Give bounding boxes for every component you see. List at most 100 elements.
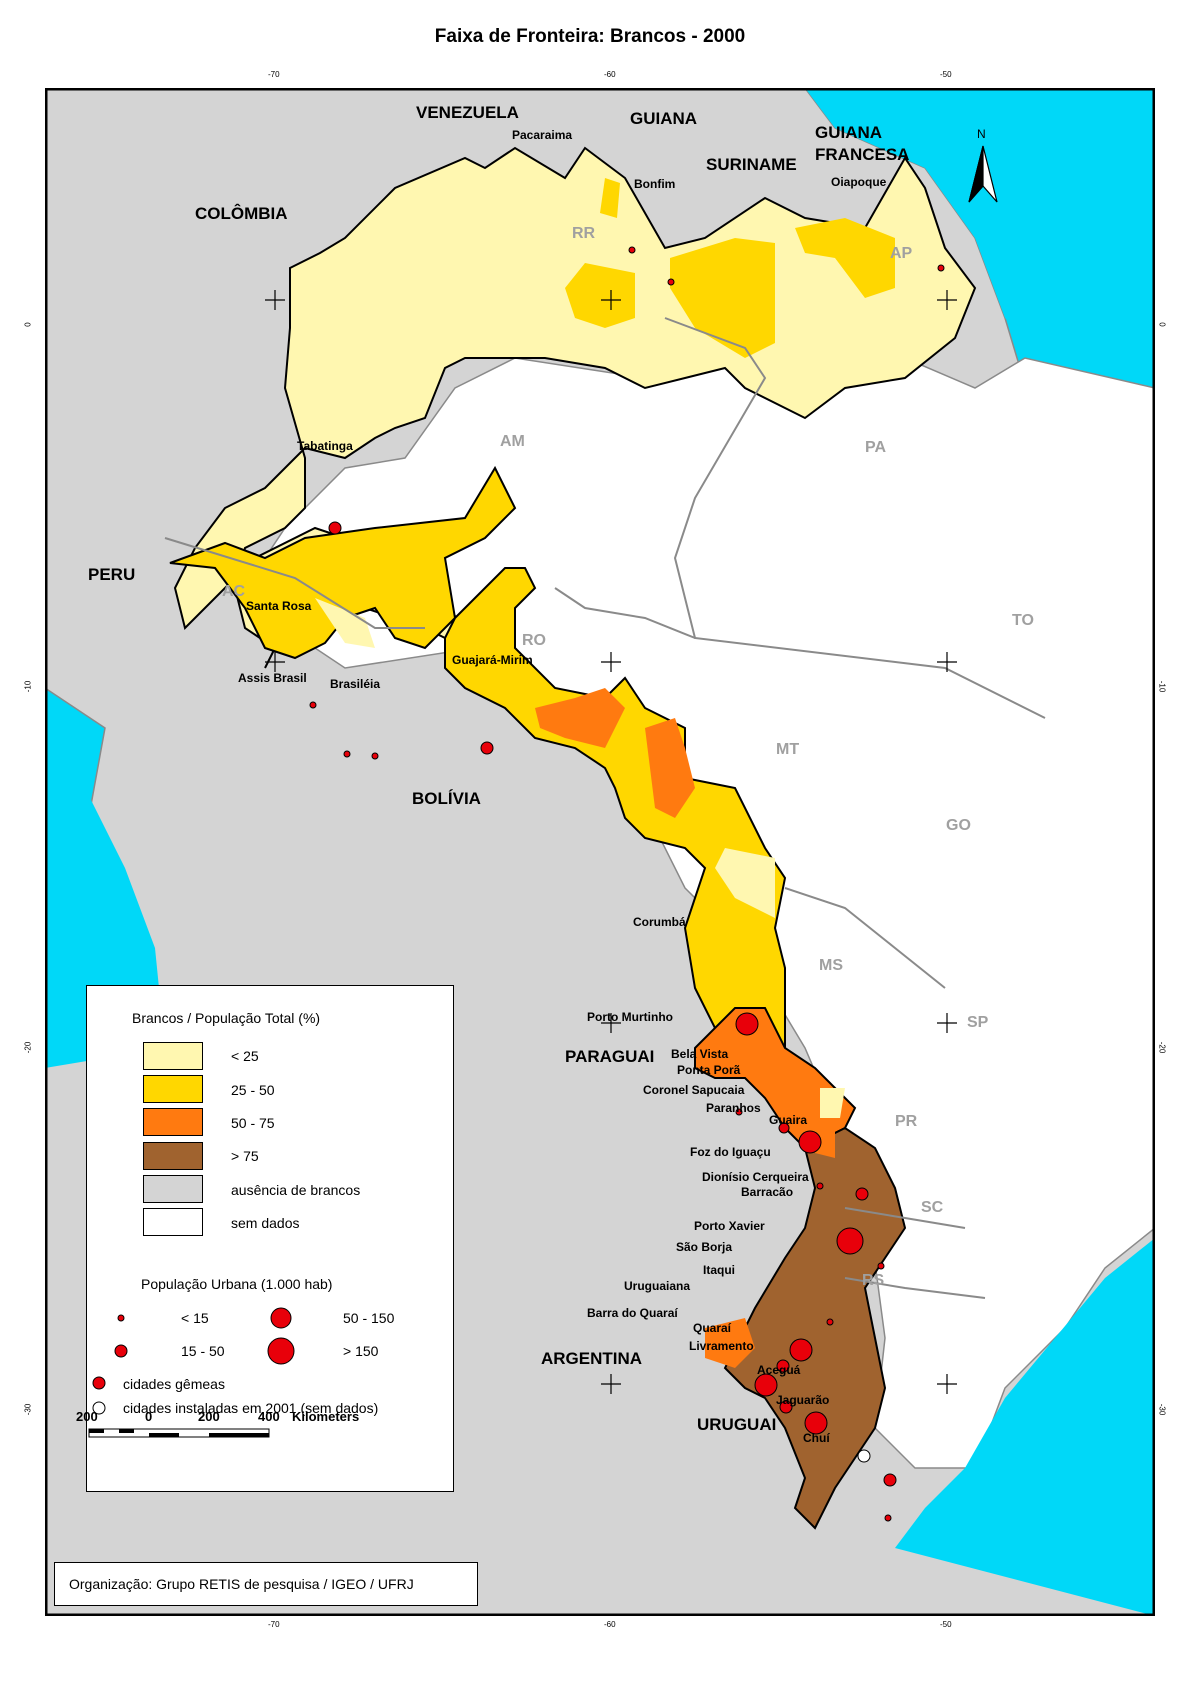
- city-marker-pacaraima: [628, 246, 636, 254]
- legend-symbol-50-150: [270, 1307, 292, 1329]
- city-label-assis-brasil: Assis Brasil: [238, 671, 307, 685]
- city-label-dionisio-cerqueira: Dionísio Cerqueira: [702, 1170, 809, 1184]
- city-label-foz-do-iguacu: Foz do Iguaçu: [690, 1145, 771, 1159]
- legend-label: ausência de brancos: [231, 1182, 361, 1198]
- legend-classes-title: Brancos / População Total (%): [132, 1010, 321, 1026]
- legend-pop-title: População Urbana (1.000 hab): [141, 1276, 333, 1292]
- top-tick-label: -70: [268, 70, 280, 79]
- city-markers: [309, 246, 945, 1522]
- city-label-porto-xavier: Porto Xavier: [694, 1219, 765, 1233]
- city-marker-porto-xavier: [826, 1318, 834, 1326]
- graticule-crosses: [265, 290, 957, 1394]
- state-label-ac: AC: [222, 583, 246, 600]
- boundary-am-pa: [664, 317, 1046, 719]
- strip-lt25-mt: [715, 848, 775, 918]
- legend-symbol-twin: [92, 1376, 106, 1390]
- top-tick-label: -50: [940, 70, 952, 79]
- city-label-bonfim: Bonfim: [634, 177, 676, 191]
- credit-box: Organização: Grupo RETIS de pesquisa / I…: [54, 1562, 478, 1606]
- state-label-pr: PR: [895, 1113, 918, 1130]
- state-boundaries: [164, 317, 1046, 1299]
- city-label-brasileia: Brasiléia: [330, 677, 381, 691]
- legend-label: < 25: [231, 1048, 259, 1064]
- state-label-sc: SC: [921, 1199, 944, 1216]
- city-label-quarai: Quaraí: [693, 1321, 732, 1335]
- legend-swatch-25-50: [143, 1075, 203, 1103]
- bottom-tick-label: -50: [940, 1620, 952, 1629]
- city-label-itaqui: Itaqui: [703, 1263, 735, 1277]
- state-label-rs: RS: [862, 1272, 885, 1289]
- left-tick-label: -20: [23, 1041, 33, 1054]
- city-marker-jaguarao: [883, 1473, 897, 1487]
- boundary-mt-go: [554, 587, 696, 639]
- city-label-porto-murtinho: Porto Murtinho: [587, 1010, 673, 1024]
- strip-50-75-south: [705, 1318, 755, 1368]
- city-marker-chui: [884, 1514, 892, 1522]
- state-label-ro: RO: [522, 632, 546, 649]
- city-marker-santa-rosa: [309, 701, 317, 709]
- top-tick-label: -60: [604, 70, 616, 79]
- country-label-peru: PERU: [88, 565, 136, 584]
- state-label-sp: SP: [967, 1014, 989, 1031]
- city-label-tabatinga: Tabatinga: [297, 439, 353, 453]
- scale-bar: [88, 1428, 270, 1438]
- city-marker-guajara-mirim: [480, 741, 494, 755]
- legend-swatch-no-data: [143, 1208, 203, 1236]
- strip-25-50-ro-mt: [444, 567, 787, 1070]
- scale-unit: Kilometers: [292, 1409, 360, 1424]
- legend-label: 50 - 75: [231, 1115, 275, 1131]
- scale-label: 0: [145, 1409, 153, 1424]
- scale-label: 200: [76, 1409, 98, 1424]
- state-label-ms: MS: [819, 957, 843, 974]
- city-label-uruguaiana: Uruguaiana: [624, 1279, 691, 1293]
- legend-pop-label: 15 - 50: [181, 1343, 225, 1359]
- city-marker-corumba: [735, 1012, 759, 1036]
- state-label-rr: RR: [572, 225, 596, 242]
- city-marker-bela-vista: [778, 1122, 790, 1134]
- city-label-jaguarao: Jaguarão: [776, 1393, 830, 1407]
- city-label-livramento: Livramento: [689, 1339, 754, 1353]
- left-tick-label: 0: [23, 322, 33, 327]
- city-marker-quarai: [779, 1400, 793, 1414]
- legend-swatch-50-75: [143, 1108, 203, 1136]
- city-label-oiapoque: Oiapoque: [831, 175, 887, 189]
- atlantic-south: [895, 1238, 1155, 1616]
- city-marker-dionisio-cerqueira: [877, 1262, 885, 1270]
- city-label-paranhos: Paranhos: [706, 1101, 761, 1115]
- north-arrow-label: N: [977, 127, 986, 141]
- city-marker-tabatinga: [328, 521, 342, 535]
- atlantic-water: [805, 88, 1155, 348]
- legend-new-cities-label: cidades instaladas em 2001 (sem dados): [123, 1400, 379, 1416]
- country-label-guiana-francesa: FRANCESA: [815, 145, 910, 164]
- city-label-sao-borja: São Borja: [676, 1240, 733, 1254]
- city-marker-foz-do-iguacu: [836, 1227, 864, 1255]
- city-label-corumba: Corumbá: [633, 915, 686, 929]
- legend-label: sem dados: [231, 1215, 300, 1231]
- city-label-guajara-mirim: Guajará-Mirim: [452, 653, 533, 667]
- city-label-chui: Chuí: [803, 1431, 830, 1445]
- city-marker-brasileia: [371, 752, 379, 760]
- legend-symbol-lt15: [117, 1314, 125, 1322]
- country-label-venezuela: VENEZUELA: [416, 103, 519, 122]
- right-tick-label: -20: [1157, 1041, 1167, 1054]
- strip-25-50-ap: [795, 218, 895, 298]
- country-label-bolivia: BOLÍVIA: [412, 789, 481, 808]
- legend-pop-label: > 150: [343, 1343, 379, 1359]
- bottom-tick-label: -70: [268, 1620, 280, 1629]
- bottom-tick-label: -60: [604, 1620, 616, 1629]
- right-tick-label: 0: [1157, 322, 1167, 327]
- city-marker-oiapoque: [937, 264, 945, 272]
- map-frame: [45, 88, 1155, 1616]
- boundary-sc-rs: [844, 1277, 986, 1299]
- left-tick-label: -30: [23, 1403, 33, 1416]
- state-label-mt: MT: [776, 741, 800, 758]
- city-label-santa-rosa: Santa Rosa: [246, 599, 312, 613]
- city-marker-assis-brasil: [343, 750, 351, 758]
- legend: Brancos / População Total (%) < 25 25 - …: [86, 985, 454, 1492]
- scale-label: 200: [198, 1409, 220, 1424]
- city-marker-coronel-sapucaia: [816, 1182, 824, 1190]
- pacific-water: [45, 728, 165, 1068]
- legend-new-city-symbol: [92, 1401, 106, 1415]
- legend-swatch-no-whites: [143, 1175, 203, 1203]
- city-label-bela-vista: Bela Vista: [671, 1047, 729, 1061]
